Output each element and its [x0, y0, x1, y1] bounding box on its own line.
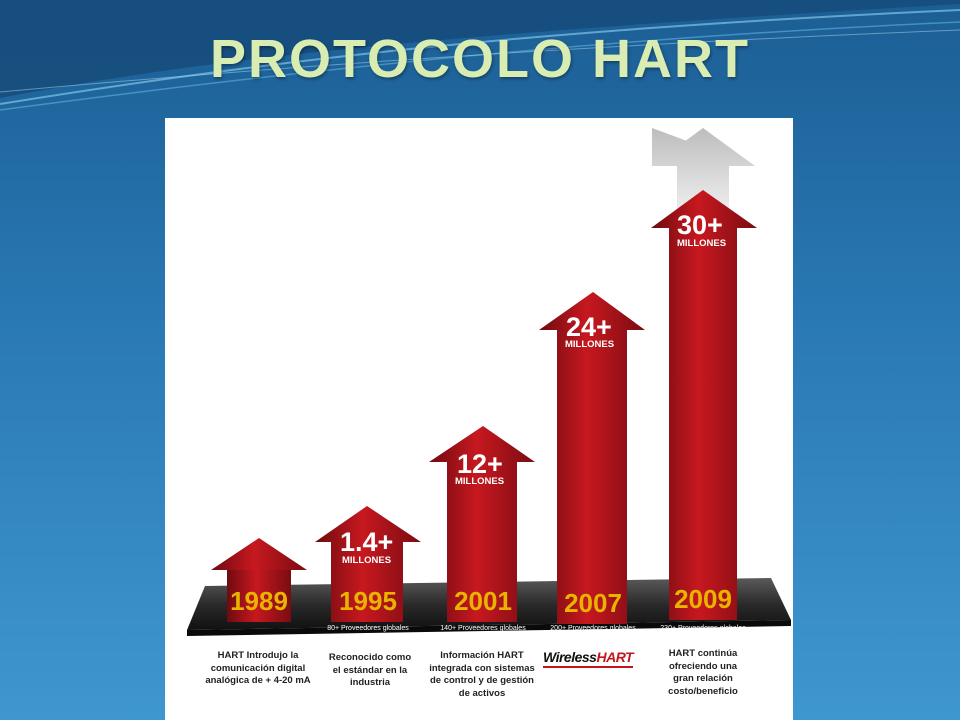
- year-2001: 2001: [454, 586, 512, 616]
- year-1995: 1995: [339, 586, 397, 616]
- value-2009: 30+: [677, 210, 723, 240]
- arrow-2009: [651, 190, 757, 620]
- value-2007: 24+: [566, 312, 612, 342]
- page-title: PROTOCOLO HART: [210, 29, 750, 89]
- description-1995: Reconocido como el estándar en la indust…: [328, 652, 412, 688]
- arrow-2007: [539, 292, 645, 624]
- year-1989: 1989: [230, 586, 288, 616]
- value-1995: 1.4+: [340, 527, 393, 557]
- providers-2001: 140+ Proveedores globales: [440, 625, 526, 632]
- unit-1995: MILLONES: [342, 555, 391, 566]
- description-2009: HART continúa ofreciendo una gran relaci…: [668, 648, 738, 697]
- providers-2007: 200+ Proveedores globales: [550, 625, 636, 632]
- hart-timeline-infographic: 1.4+ MILLONES 12+ MILLONES 24+ MILLONES …: [165, 118, 793, 720]
- arrow-1995: [315, 506, 421, 622]
- providers-1995: 80+ Proveedores globales: [327, 625, 409, 632]
- providers-2009: 230+ Proveedores globales: [660, 625, 746, 632]
- wirelesshart-logo: WirelessHART: [543, 649, 634, 668]
- year-2009: 2009: [674, 584, 732, 614]
- value-2001: 12+: [457, 449, 503, 479]
- arrow-2001: [429, 426, 535, 622]
- unit-2001: MILLONES: [455, 476, 504, 487]
- unit-2007: MILLONES: [565, 339, 614, 350]
- arrow-1989: [211, 538, 307, 622]
- timeline-graphic: 1.4+ MILLONES 12+ MILLONES 24+ MILLONES …: [187, 128, 791, 636]
- unit-2009: MILLONES: [677, 238, 726, 249]
- description-2001: Información HART integrada con sistemas …: [429, 650, 535, 699]
- year-2007: 2007: [564, 588, 622, 618]
- description-1989: HART Introdujo la comunicación digital a…: [205, 650, 311, 686]
